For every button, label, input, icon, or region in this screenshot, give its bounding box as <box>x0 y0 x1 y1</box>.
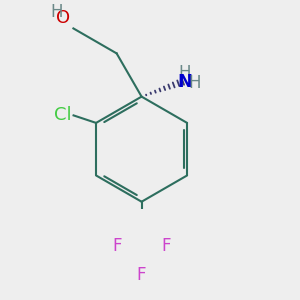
Text: Cl: Cl <box>54 106 72 124</box>
Text: F: F <box>161 237 171 255</box>
Text: O: O <box>56 9 70 27</box>
Text: H: H <box>189 74 201 92</box>
Text: N: N <box>177 73 192 91</box>
Text: F: F <box>112 237 122 255</box>
Text: H: H <box>50 3 63 21</box>
Text: F: F <box>137 266 146 284</box>
Text: H: H <box>178 64 191 82</box>
